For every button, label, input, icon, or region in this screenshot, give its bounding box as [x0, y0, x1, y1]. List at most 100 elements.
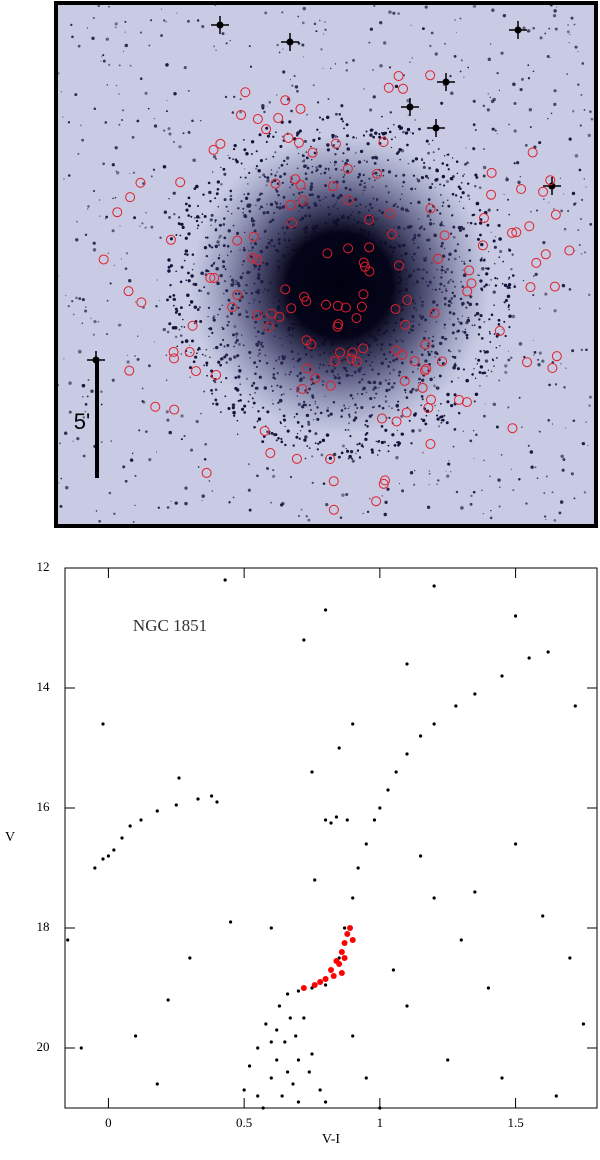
star [334, 63, 337, 65]
star [489, 96, 492, 99]
star [378, 135, 382, 139]
star [532, 70, 535, 73]
selected-star [466, 278, 477, 289]
star [565, 427, 567, 429]
star [544, 292, 548, 296]
y-tick-label: 14 [37, 679, 51, 694]
star [111, 229, 115, 233]
star [583, 491, 587, 494]
star [215, 49, 217, 51]
star [414, 119, 417, 121]
star [407, 114, 410, 116]
star [168, 216, 171, 219]
selected-star [291, 453, 302, 464]
star [447, 462, 451, 466]
star [495, 425, 499, 429]
star [118, 93, 120, 95]
star [508, 248, 510, 250]
star [544, 32, 547, 35]
star [187, 271, 190, 275]
star [63, 178, 65, 180]
star [224, 395, 227, 398]
star [459, 17, 462, 20]
selected-star [205, 272, 216, 283]
point [66, 938, 70, 942]
selected-star [285, 199, 296, 210]
star [93, 320, 97, 324]
star [424, 422, 428, 426]
star [84, 306, 87, 308]
y-tick-label: 12 [37, 559, 50, 574]
image-frame [54, 1, 598, 528]
star [514, 283, 516, 285]
star [228, 501, 231, 504]
selected-star [325, 380, 336, 391]
point [473, 890, 477, 894]
star [320, 453, 324, 457]
star [122, 465, 126, 469]
point [418, 854, 423, 858]
point [573, 704, 577, 708]
star [404, 132, 407, 134]
star [369, 27, 373, 31]
star [224, 95, 228, 99]
selected-star [98, 254, 109, 265]
point [446, 1058, 450, 1062]
point [405, 1004, 409, 1008]
star [482, 513, 484, 515]
star [384, 500, 388, 504]
star [232, 496, 235, 499]
star [163, 129, 166, 132]
star [100, 403, 103, 406]
star [479, 350, 482, 353]
star [529, 126, 532, 129]
point [269, 1076, 273, 1080]
star [444, 43, 446, 45]
point [459, 938, 463, 942]
star [185, 279, 188, 282]
star [507, 358, 511, 362]
selected-star [261, 124, 272, 135]
star [168, 430, 172, 435]
selected-star [376, 413, 387, 424]
selected-star [364, 214, 375, 225]
star [349, 449, 354, 454]
star [264, 11, 268, 15]
point [166, 998, 170, 1002]
selected-star [135, 177, 146, 188]
star [369, 133, 373, 137]
star [553, 519, 557, 522]
star [220, 182, 223, 186]
star [150, 175, 153, 178]
star [574, 45, 578, 49]
star [216, 180, 220, 184]
star [479, 365, 484, 369]
star [231, 403, 236, 407]
star [98, 199, 101, 201]
star [490, 313, 494, 317]
star [552, 14, 557, 18]
star [92, 189, 96, 193]
star [533, 354, 535, 356]
star [77, 152, 80, 155]
star [186, 253, 189, 256]
star [162, 164, 167, 169]
star [474, 392, 479, 397]
star [373, 4, 376, 8]
point [177, 776, 181, 780]
star [100, 60, 102, 62]
star [306, 445, 309, 447]
star [477, 358, 481, 362]
star [435, 414, 439, 417]
point [323, 1100, 328, 1104]
star [485, 350, 489, 354]
cluster-core [190, 135, 490, 435]
star [475, 201, 480, 206]
star [261, 440, 265, 444]
point [285, 1070, 290, 1074]
star [184, 236, 188, 240]
point [311, 982, 318, 988]
star [441, 418, 445, 422]
star [160, 8, 163, 10]
star [583, 178, 585, 180]
